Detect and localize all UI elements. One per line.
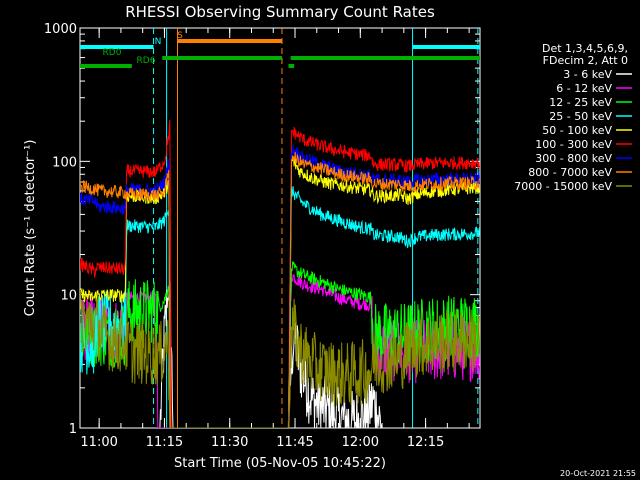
series-line-7 <box>80 151 480 428</box>
legend-label: 100 - 300 keV <box>535 138 612 151</box>
y-tick-label: 100 <box>52 155 77 170</box>
series-line-6 <box>80 144 480 428</box>
x-tick-label: 12:00 <box>342 435 379 450</box>
chart-title: RHESSI Observing Summary Count Rates <box>125 3 435 21</box>
status-bar-label: RD6 <box>137 56 156 66</box>
y-tick-label: 10 <box>60 289 77 304</box>
legend: Det 1,3,4,5,6,9,FDecim 2, Att 03 - 6 keV… <box>514 42 632 193</box>
legend-label: 7000 - 15000 keV <box>514 180 612 193</box>
legend-header: Det 1,3,4,5,6,9, <box>542 42 628 55</box>
legend-label: 3 - 6 keV <box>563 68 612 81</box>
plot-area: 1 10 100 1000 11:00 11:15 11:30 11:45 12:00 12:15… <box>44 22 481 450</box>
y-axis-label: Count Rate (s⁻¹ detector⁻¹) <box>23 140 38 317</box>
y-tick-label: 1000 <box>44 22 77 37</box>
series-line-8 <box>80 289 480 428</box>
status-bar-label: N <box>155 37 162 47</box>
status-bar-label: S <box>177 31 183 41</box>
x-tick-label: 12:15 <box>407 435 444 450</box>
x-tick-label: 11:45 <box>276 435 313 450</box>
x-axis-title: Start Time (05-Nov-05 10:45:22) <box>174 456 386 471</box>
legend-label: 6 - 12 keV <box>556 82 612 95</box>
series-line-5 <box>80 119 480 428</box>
legend-label: 300 - 800 keV <box>535 152 612 165</box>
x-tick-label: 11:30 <box>211 435 248 450</box>
legend-label: 25 - 50 keV <box>549 110 612 123</box>
x-tick-label: 11:15 <box>146 435 183 450</box>
series-line-3 <box>80 186 480 428</box>
legend-label: 50 - 100 keV <box>542 124 612 137</box>
x-tick-label: 11:00 <box>80 435 117 450</box>
legend-label: 12 - 25 keV <box>549 96 612 109</box>
legend-label: 800 - 7000 keV <box>528 166 612 179</box>
status-bar-label: RD0 <box>103 48 122 58</box>
timestamp: 20-Oct-2021 21:55 <box>560 469 636 478</box>
y-axis-title: Count Rate (s⁻¹ detector⁻¹) <box>23 140 38 317</box>
legend-header: FDecim 2, Att 0 <box>543 54 628 67</box>
y-tick-label: 1 <box>69 422 77 437</box>
